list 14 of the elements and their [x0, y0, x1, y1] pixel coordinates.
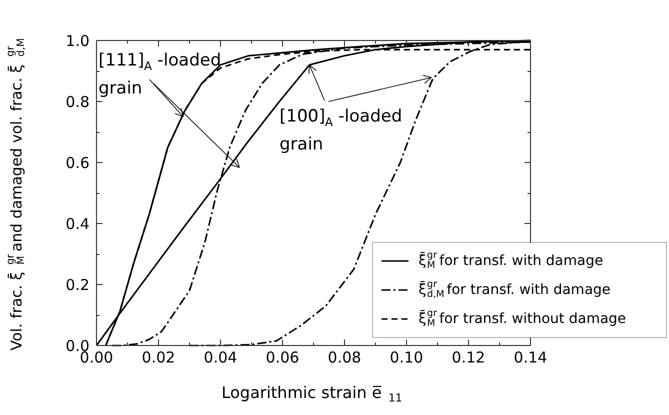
x-tick-label: 0.12: [452, 348, 486, 366]
y-tick-label: 0.8: [66, 93, 90, 111]
x-tick-label: 0.14: [514, 348, 548, 366]
x-axis-title: Logarithmic strain e̅11: [221, 383, 402, 405]
x-tick-label: 0.08: [328, 348, 362, 366]
x-tick-label: 0.10: [390, 348, 424, 366]
y-axis-title: Vol. frac. ξ̄grM and damaged vol. frac. ξ̄grd,M: [5, 38, 27, 350]
y-tick-label: 0.4: [66, 215, 90, 233]
y-tick-label: 0.6: [66, 154, 90, 172]
x-tick-label: 0.04: [204, 348, 238, 366]
y-tick-label: 0.2: [66, 276, 90, 294]
x-tick-label: 0.06: [266, 348, 300, 366]
y-tick-label: 1.0: [66, 32, 90, 50]
x-tick-label: 0.02: [142, 348, 176, 366]
